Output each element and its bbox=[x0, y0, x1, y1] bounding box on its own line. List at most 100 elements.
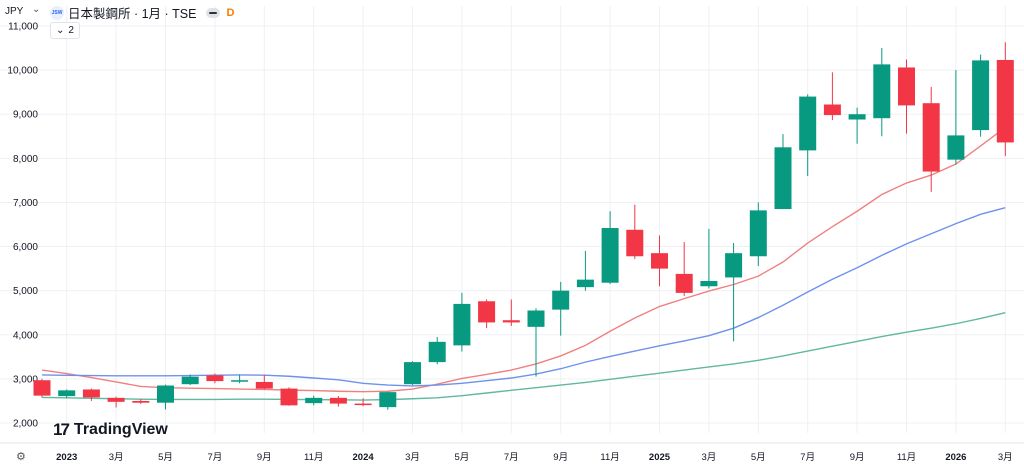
candle bbox=[700, 228, 718, 289]
candle-body bbox=[972, 60, 990, 131]
candle-body bbox=[873, 64, 891, 119]
candle bbox=[799, 94, 817, 176]
y-tick-label: 3,000 bbox=[13, 374, 38, 385]
candle bbox=[404, 361, 421, 386]
candle bbox=[379, 391, 397, 410]
candle bbox=[181, 374, 199, 386]
candle bbox=[280, 387, 298, 406]
symbol-title-text: 日本製鋼所 · 1月 · TSE bbox=[68, 7, 197, 21]
candle-body bbox=[823, 104, 841, 116]
candle bbox=[255, 374, 273, 390]
candle-body bbox=[33, 380, 51, 396]
x-axis: 2023 3月 5月 7月 9月 11月 2024 3月 5月 7月 9月 11月 2025 3月 5月 7月… bbox=[0, 442, 1024, 463]
x-tick-label: 3月 bbox=[702, 452, 717, 463]
y-tick-label: 7,000 bbox=[13, 198, 38, 209]
candle-body bbox=[157, 385, 174, 403]
moving-average-lines bbox=[41, 126, 1006, 401]
candle-body bbox=[749, 210, 767, 257]
x-tick-label: 9月 bbox=[553, 452, 568, 463]
series-line-2 bbox=[41, 207, 1006, 387]
candle-body bbox=[601, 228, 619, 283]
x-tick-label: 5月 bbox=[158, 452, 173, 463]
candle bbox=[922, 86, 940, 192]
candle-body bbox=[799, 96, 817, 151]
x-tick-label: 2023 bbox=[56, 452, 77, 463]
x-tick-label: 7月 bbox=[504, 452, 519, 463]
x-tick-label: 7月 bbox=[800, 452, 815, 463]
candle-body bbox=[922, 103, 940, 172]
candlesticks bbox=[33, 42, 1014, 410]
candle-body bbox=[404, 362, 421, 385]
x-tick-label: 9月 bbox=[257, 452, 272, 463]
x-tick-label: 11月 bbox=[897, 452, 916, 463]
candle bbox=[552, 281, 570, 336]
candle-body bbox=[181, 376, 199, 385]
x-tick-label: 3月 bbox=[405, 452, 420, 463]
candle-body bbox=[576, 279, 594, 288]
visibility-toggle-icon[interactable] bbox=[206, 7, 221, 18]
candle bbox=[898, 59, 915, 134]
y-tick-label: 4,000 bbox=[13, 330, 38, 341]
chart-grid bbox=[0, 6, 1024, 433]
x-tick-label: 9月 bbox=[850, 452, 865, 463]
tradingview-logo: 17 TradingView bbox=[53, 420, 168, 440]
candle-body bbox=[626, 229, 644, 257]
candle bbox=[157, 384, 174, 410]
candle-body bbox=[206, 375, 224, 382]
candle bbox=[675, 242, 693, 296]
indicator-toggle[interactable]: ⌄ 2 bbox=[50, 22, 80, 39]
company-logo-icon: JSW bbox=[50, 5, 64, 20]
chevron-down-icon: ⌄ bbox=[56, 25, 65, 36]
data-flag: D bbox=[226, 6, 235, 19]
candle-body bbox=[107, 397, 125, 402]
indicator-count: 2 bbox=[68, 25, 74, 36]
candle bbox=[947, 70, 965, 165]
candle-body bbox=[848, 114, 866, 120]
candle-body bbox=[700, 280, 718, 287]
y-tick-label: 9,000 bbox=[13, 110, 38, 121]
candle bbox=[774, 134, 792, 210]
candle-body bbox=[502, 320, 520, 323]
series-line-1 bbox=[41, 126, 1006, 393]
symbol-title[interactable]: JSW 日本製鋼所 · 1月 · TSE D bbox=[50, 3, 234, 22]
chevron-down-icon[interactable]: ⌄ bbox=[32, 4, 41, 15]
candle bbox=[329, 396, 347, 407]
y-tick-label: 11,000 bbox=[8, 22, 38, 33]
candle bbox=[132, 399, 150, 405]
candle bbox=[453, 292, 471, 352]
candle-body bbox=[527, 310, 545, 327]
x-tick-label: 3月 bbox=[998, 452, 1013, 463]
candle-body bbox=[255, 381, 273, 389]
settings-icon[interactable]: ⚙ bbox=[16, 451, 26, 463]
candle-body bbox=[428, 341, 446, 363]
x-tick-label: 5月 bbox=[455, 452, 470, 463]
x-tick-label: 2025 bbox=[649, 452, 671, 463]
candle bbox=[33, 378, 51, 398]
candle-body bbox=[675, 273, 693, 293]
candle bbox=[305, 395, 323, 406]
candle bbox=[231, 374, 249, 384]
candle-body bbox=[280, 388, 298, 406]
candle bbox=[873, 48, 891, 137]
candle bbox=[749, 202, 767, 266]
candle-body bbox=[329, 397, 347, 404]
candle-body bbox=[132, 400, 150, 403]
candle-body bbox=[231, 380, 249, 382]
x-tick-label: 5月 bbox=[751, 452, 766, 463]
series-line-3 bbox=[41, 312, 1006, 401]
candle-body bbox=[552, 290, 570, 310]
x-tick-label: 11月 bbox=[600, 452, 619, 463]
candle bbox=[428, 336, 446, 365]
candle-body bbox=[996, 59, 1014, 143]
candle bbox=[996, 42, 1014, 157]
currency-label[interactable]: JPY bbox=[5, 6, 24, 17]
x-tick-label: 2026 bbox=[945, 452, 966, 463]
candle-body bbox=[58, 390, 76, 397]
candle-body bbox=[898, 67, 915, 106]
candle-body bbox=[379, 392, 397, 408]
candle bbox=[206, 373, 224, 384]
candle bbox=[626, 204, 644, 259]
y-tick-label: 10,000 bbox=[7, 66, 38, 77]
candle-body bbox=[453, 303, 471, 346]
